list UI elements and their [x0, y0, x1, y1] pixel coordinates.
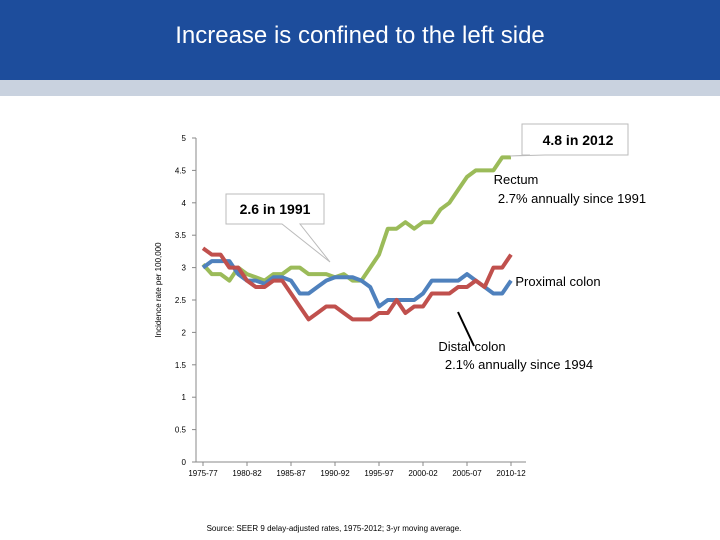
y-tick-label: 3 — [182, 264, 187, 273]
callout-1991-text: 2.6 in 1991 — [240, 201, 311, 217]
callout-rectum-end-text: 4.8 in 2012 — [543, 132, 614, 148]
callout-rectum-end: 4.8 in 2012 — [509, 123, 629, 157]
distal-pointer — [457, 311, 475, 347]
proximal-label: Proximal colon — [515, 274, 600, 289]
y-axis-label: Incidence rate per 100,000 — [154, 242, 163, 338]
x-tick-label: 1980-82 — [232, 469, 262, 478]
y-tick-label: 4.5 — [175, 166, 187, 175]
rectum-label: Rectum — [494, 172, 539, 187]
x-tick-label: 2010-12 — [496, 469, 526, 478]
slide-title: Increase is confined to the left side — [175, 22, 545, 49]
series-line-proximal-colon — [201, 259, 513, 309]
x-axis: 1975-77 1980-82 1985-87 1990-92 1995-97 2000-… — [188, 461, 526, 478]
rectum-rate-label: 2.7% annually since 1991 — [498, 191, 646, 206]
x-tick-label: 2000-02 — [408, 469, 438, 478]
y-tick-label: 4 — [182, 199, 187, 208]
slide-header: Increase is confined to the left side — [0, 0, 720, 80]
series-group — [201, 155, 513, 322]
y-tick-label: 2.5 — [175, 296, 187, 305]
series-line-distal-colon — [201, 246, 513, 322]
header-strip — [0, 80, 720, 96]
y-tick-label: 1.5 — [175, 361, 187, 370]
x-tick-label: 1990-92 — [320, 469, 350, 478]
x-ticks: 1975-77 1980-82 1985-87 1990-92 1995-97 2000-… — [188, 462, 526, 478]
callout-1991-box — [225, 193, 331, 263]
y-tick-label: 5 — [182, 134, 187, 143]
callout-rectum-end-box — [509, 123, 629, 157]
x-tick-label: 1985-87 — [276, 469, 306, 478]
x-tick-label: 1995-97 — [364, 469, 394, 478]
y-tick-label: 3.5 — [175, 231, 187, 240]
distal-label: Distal colon — [438, 339, 505, 354]
distal-rate-label: 2.1% annually since 1994 — [445, 357, 593, 372]
x-tick-label: 1975-77 — [188, 469, 218, 478]
y-tick-label: 1 — [182, 393, 187, 402]
callout-1991: 2.6 in 1991 — [225, 193, 331, 263]
y-tick-label: 0 — [182, 458, 187, 467]
y-axis: 0 0.5 1 1.5 2 2.5 3 3.5 4 4.5 5 Incidence rate per… — [154, 134, 197, 467]
x-tick-label: 2005-07 — [452, 469, 482, 478]
y-tick-label: 0.5 — [175, 426, 187, 435]
y-tick-label: 2 — [182, 328, 187, 337]
y-ticks: 0 0.5 1 1.5 2 2.5 3 3.5 4 4.5 5 — [175, 134, 196, 467]
source-note: Source: SEER 9 delay-adjusted rates, 197… — [207, 524, 462, 533]
